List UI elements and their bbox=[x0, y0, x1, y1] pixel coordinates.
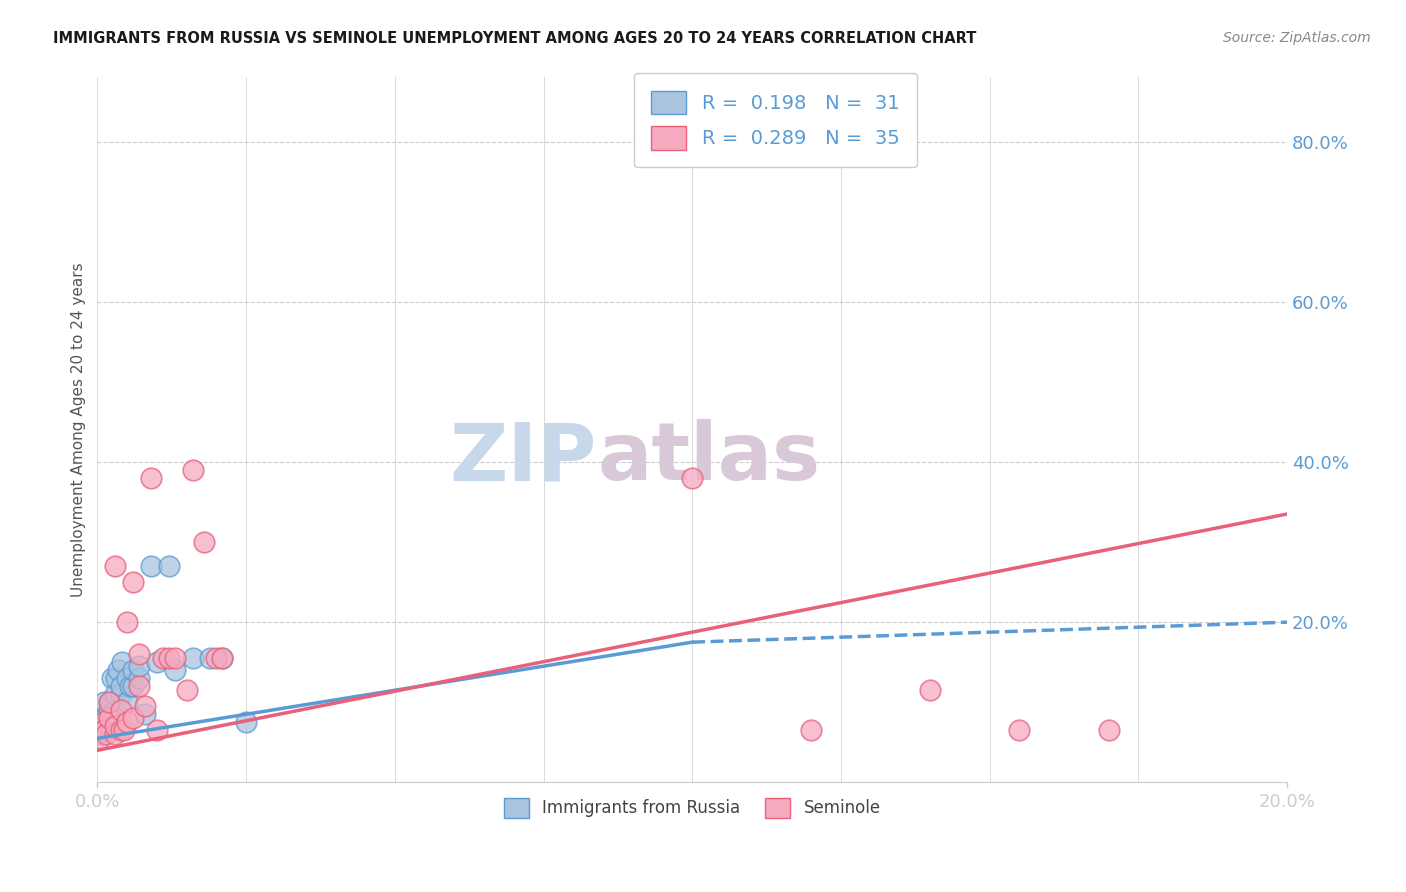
Point bbox=[115, 671, 138, 685]
Point bbox=[152, 651, 174, 665]
Point bbox=[920, 683, 942, 698]
Point bbox=[181, 463, 204, 477]
Point bbox=[200, 651, 222, 665]
Point bbox=[104, 559, 127, 574]
Point bbox=[93, 723, 115, 738]
Point bbox=[91, 719, 114, 733]
Legend: Immigrants from Russia, Seminole: Immigrants from Russia, Seminole bbox=[498, 791, 887, 825]
Point bbox=[97, 707, 120, 722]
Point bbox=[181, 651, 204, 665]
Point bbox=[104, 727, 127, 741]
Point bbox=[111, 655, 134, 669]
Point bbox=[89, 727, 111, 741]
Point bbox=[96, 727, 118, 741]
Point bbox=[146, 723, 169, 738]
Point bbox=[800, 723, 823, 738]
Point bbox=[122, 663, 145, 677]
Point bbox=[115, 615, 138, 629]
Point bbox=[120, 679, 142, 693]
Point bbox=[104, 719, 127, 733]
Y-axis label: Unemployment Among Ages 20 to 24 years: Unemployment Among Ages 20 to 24 years bbox=[72, 262, 86, 598]
Text: ZIP: ZIP bbox=[450, 419, 598, 497]
Point bbox=[100, 695, 122, 709]
Point bbox=[98, 711, 121, 725]
Point bbox=[122, 575, 145, 590]
Point bbox=[163, 663, 186, 677]
Point bbox=[110, 679, 132, 693]
Point bbox=[104, 687, 127, 701]
Point bbox=[139, 471, 162, 485]
Point bbox=[134, 707, 156, 722]
Point bbox=[681, 471, 703, 485]
Point bbox=[146, 655, 169, 669]
Point bbox=[134, 699, 156, 714]
Point bbox=[139, 559, 162, 574]
Point bbox=[211, 651, 233, 665]
Point bbox=[110, 703, 132, 717]
Point bbox=[1008, 723, 1031, 738]
Point bbox=[163, 651, 186, 665]
Text: IMMIGRANTS FROM RUSSIA VS SEMINOLE UNEMPLOYMENT AMONG AGES 20 TO 24 YEARS CORREL: IMMIGRANTS FROM RUSSIA VS SEMINOLE UNEMP… bbox=[53, 31, 977, 46]
Point bbox=[115, 695, 138, 709]
Point bbox=[205, 651, 228, 665]
Point bbox=[128, 647, 150, 661]
Point bbox=[91, 711, 114, 725]
Point bbox=[235, 715, 257, 730]
Point bbox=[101, 671, 124, 685]
Point bbox=[105, 671, 128, 685]
Point bbox=[193, 535, 215, 549]
Text: Source: ZipAtlas.com: Source: ZipAtlas.com bbox=[1223, 31, 1371, 45]
Point bbox=[96, 723, 118, 738]
Point bbox=[93, 695, 115, 709]
Point bbox=[211, 651, 233, 665]
Point bbox=[110, 723, 132, 738]
Text: atlas: atlas bbox=[598, 419, 820, 497]
Point bbox=[91, 715, 114, 730]
Point bbox=[128, 671, 150, 685]
Point bbox=[110, 687, 132, 701]
Point bbox=[107, 663, 129, 677]
Point bbox=[176, 683, 198, 698]
Point bbox=[122, 711, 145, 725]
Point bbox=[1097, 723, 1119, 738]
Point bbox=[157, 559, 180, 574]
Point bbox=[122, 679, 145, 693]
Point bbox=[157, 651, 180, 665]
Point bbox=[115, 715, 138, 730]
Point bbox=[89, 731, 111, 746]
Point bbox=[98, 695, 121, 709]
Point bbox=[128, 679, 150, 693]
Point bbox=[104, 703, 127, 717]
Point bbox=[98, 703, 121, 717]
Point bbox=[128, 659, 150, 673]
Point bbox=[112, 723, 135, 738]
